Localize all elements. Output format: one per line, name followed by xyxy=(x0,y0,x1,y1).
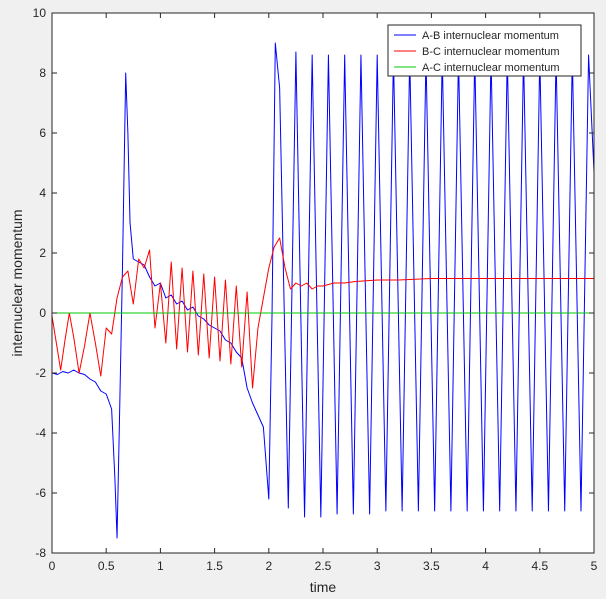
x-tick-label: 2 xyxy=(265,559,272,573)
y-tick-label: 2 xyxy=(39,246,46,260)
y-tick-label: 4 xyxy=(39,186,46,200)
x-tick-label: 4.5 xyxy=(531,559,548,573)
y-tick-label: -8 xyxy=(35,546,46,560)
y-axis-label: internuclear momentum xyxy=(9,209,25,356)
series-line-a-b-internuclear-momentum xyxy=(51,42,595,539)
x-axis-label: time xyxy=(310,579,337,594)
x-tick-label: 4 xyxy=(482,559,489,573)
legend-label-bc: B-C internuclear momentum xyxy=(422,46,560,58)
y-tick-label: 10 xyxy=(33,6,47,20)
x-tick-label: 1.5 xyxy=(206,559,223,573)
series-layer xyxy=(51,42,595,539)
x-tick-label: 2.5 xyxy=(315,559,332,573)
y-tick-label: 6 xyxy=(39,126,46,140)
x-tick-label: 1 xyxy=(157,559,164,573)
y-tick-label: -4 xyxy=(35,426,46,440)
y-tick-label: -2 xyxy=(35,366,46,380)
x-tick-label: 0 xyxy=(49,559,56,573)
legend: A-B internuclear momentum B-C internucle… xyxy=(387,24,582,77)
y-tick-label: 0 xyxy=(39,306,46,320)
legend-box xyxy=(387,24,582,77)
legend-label-ab: A-B internuclear momentum xyxy=(422,30,559,42)
series-line-b-c-internuclear-momentum xyxy=(51,237,594,389)
axes-layer: 0 0.5 1 1.5 2 2.5 3 3.5 4 4.5 5 -8 -6 -4 -2 0 2 4 6 8 10 xyxy=(33,6,598,573)
x-tick-label: 0.5 xyxy=(98,559,115,573)
x-tick-label: 3.5 xyxy=(423,559,440,573)
y-tick-label: 8 xyxy=(39,66,46,80)
plot-area xyxy=(52,13,594,553)
y-tick-label: -6 xyxy=(35,486,46,500)
x-tick-label: 3 xyxy=(374,559,381,573)
legend-label-ac: A-C internuclear momentum xyxy=(422,62,560,74)
x-tick-label: 5 xyxy=(591,559,598,573)
